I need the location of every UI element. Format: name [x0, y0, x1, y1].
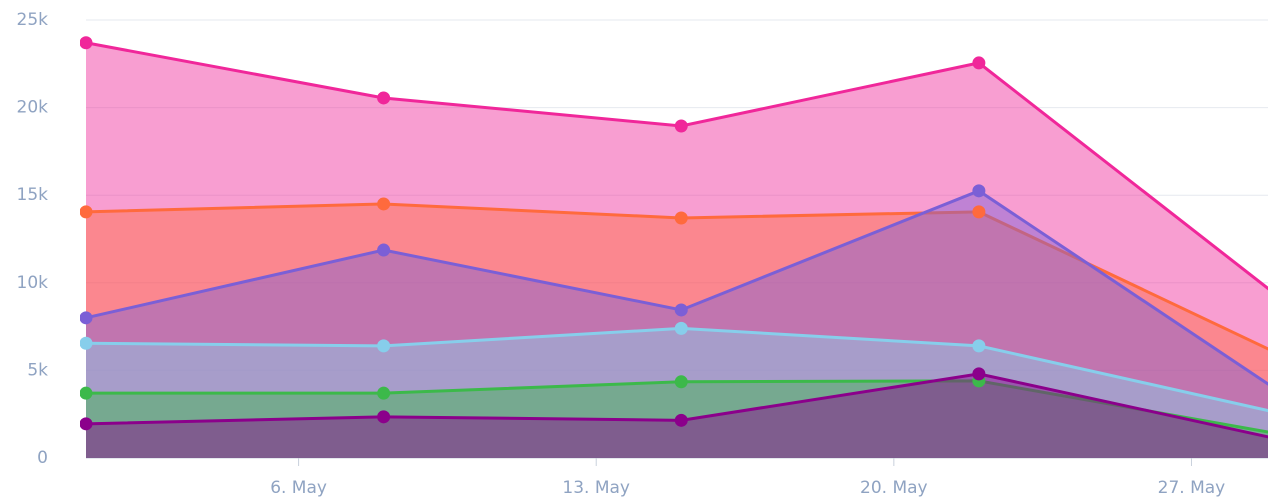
x-tick-label: 13. May	[562, 478, 630, 498]
marker	[674, 321, 688, 335]
y-tick-label: 10k	[17, 273, 49, 293]
marker	[80, 417, 93, 431]
marker	[674, 375, 688, 389]
x-tick-label: 20. May	[860, 478, 928, 498]
area	[86, 42, 1268, 458]
marker	[674, 211, 688, 225]
plot-area	[80, 36, 1268, 458]
y-tick-label: 5k	[27, 360, 48, 380]
marker	[377, 243, 391, 257]
marker	[972, 56, 986, 70]
marker	[377, 386, 391, 400]
y-tick-label: 25k	[17, 10, 49, 30]
marker	[80, 386, 93, 400]
area	[86, 328, 1268, 458]
marker	[377, 410, 391, 424]
marker	[80, 336, 93, 350]
y-tick-label: 15k	[17, 185, 49, 205]
marker	[972, 339, 986, 353]
marker	[972, 205, 986, 219]
axis-labels: 0 5k 10k 15k 20k 25k 6. May 13. May 20. May 27. M…	[17, 10, 1226, 498]
marker	[972, 367, 986, 381]
marker	[972, 184, 986, 198]
marker	[80, 36, 93, 50]
marker	[674, 119, 688, 133]
y-tick-label: 0	[37, 448, 48, 468]
area	[86, 373, 1268, 458]
marker	[674, 303, 688, 317]
grid	[86, 19, 1268, 466]
marker	[377, 339, 391, 353]
marker	[80, 205, 93, 219]
marker	[377, 91, 391, 105]
marker	[377, 197, 391, 211]
marker	[80, 311, 93, 325]
x-tick-label: 6. May	[270, 478, 327, 498]
marker	[674, 413, 688, 427]
x-tick-label: 27. May	[1158, 478, 1226, 498]
y-tick-label: 20k	[17, 98, 49, 118]
